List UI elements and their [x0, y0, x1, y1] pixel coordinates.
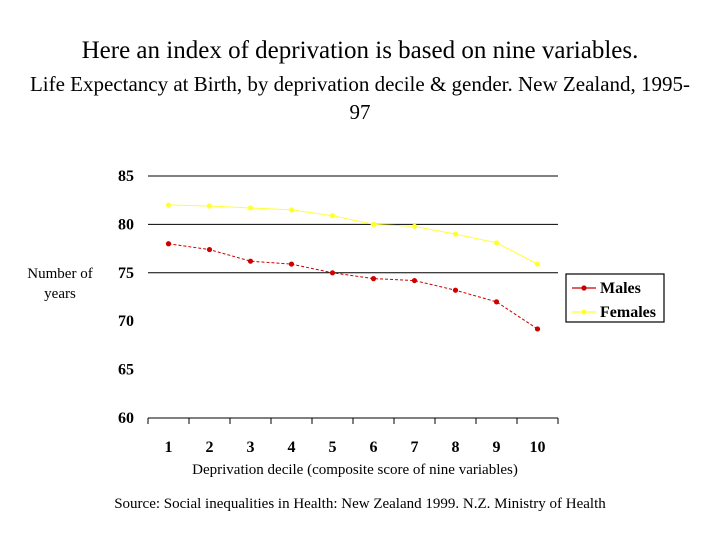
x-tick-label: 3 — [247, 439, 255, 456]
series-line-males — [168, 243, 538, 330]
x-tick-label: 9 — [493, 439, 501, 456]
data-point-females — [411, 223, 418, 229]
data-point-males — [206, 246, 213, 253]
data-point-females — [493, 240, 500, 246]
x-tick-label: 7 — [411, 439, 419, 456]
legend-swatch-marker — [581, 285, 587, 291]
data-point-males — [411, 277, 418, 284]
x-tick-label: 2 — [206, 439, 214, 456]
data-point-females — [329, 213, 336, 219]
data-point-males — [247, 258, 254, 264]
chart-title: Life Expectancy at Birth, by deprivation… — [29, 72, 691, 124]
data-point-females — [534, 261, 541, 267]
data-point-males — [493, 299, 500, 305]
data-point-males — [165, 241, 172, 247]
legend-label: Females — [600, 304, 656, 321]
y-axis-label: Number of years — [27, 266, 93, 302]
x-axis-label: Deprivation decile (composite score of n… — [192, 462, 518, 478]
slide-heading: Here an index of deprivation is based on… — [81, 37, 639, 64]
x-tick-label: 1 — [165, 439, 173, 456]
x-tick-label: 4 — [288, 439, 296, 456]
x-tick-label: 8 — [452, 439, 460, 456]
data-point-females — [206, 203, 213, 209]
x-tick-label: 10 — [530, 439, 546, 456]
data-point-males — [288, 261, 295, 267]
y-tick-label: 85 — [118, 168, 134, 185]
data-point-males — [329, 270, 336, 276]
legend-box — [565, 273, 665, 323]
y-tick-label: 75 — [118, 265, 134, 282]
legend-swatch-marker — [581, 309, 587, 315]
series-line-females — [168, 204, 538, 265]
data-point-males — [370, 276, 377, 282]
data-point-females — [370, 221, 377, 227]
data-point-males — [452, 287, 459, 293]
y-tick-label: 80 — [118, 216, 134, 233]
y-tick-label: 60 — [118, 410, 134, 427]
y-tick-label: 65 — [118, 362, 134, 379]
data-point-females — [165, 202, 172, 208]
source-citation: Source: Social inequalities in Health: N… — [114, 496, 606, 512]
data-point-females — [452, 231, 459, 237]
data-point-males — [534, 326, 541, 332]
x-tick-label: 6 — [370, 439, 378, 456]
y-tick-label: 70 — [118, 313, 134, 330]
data-point-females — [288, 207, 295, 213]
data-point-females — [247, 205, 254, 211]
legend-label: Males — [600, 280, 641, 297]
x-tick-label: 5 — [329, 439, 337, 456]
